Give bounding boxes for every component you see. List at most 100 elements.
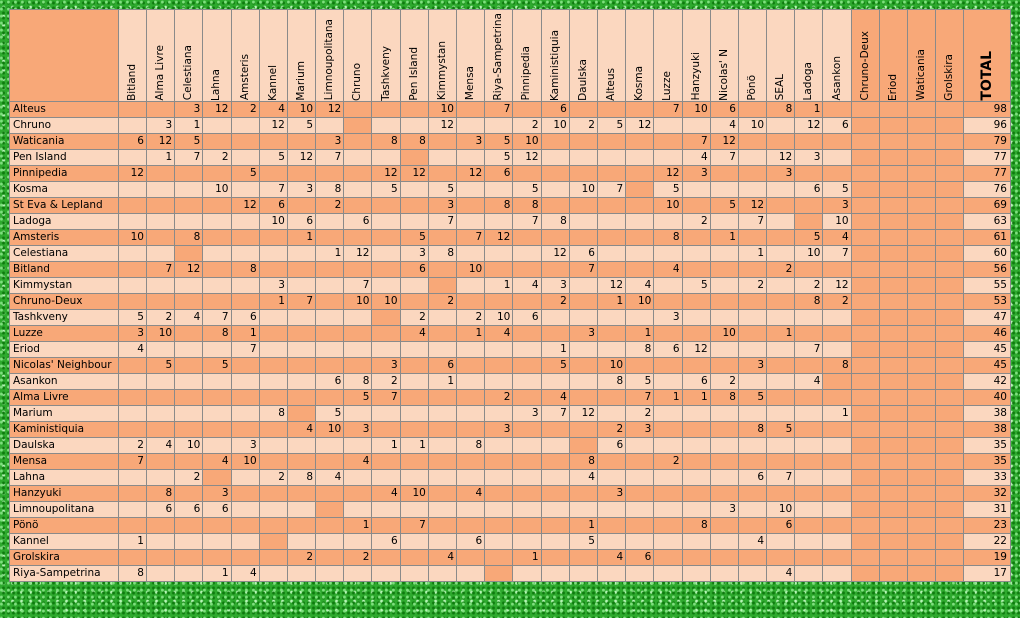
score-cell: [174, 212, 204, 230]
score-cell: [540, 420, 570, 438]
score-cell: 2: [709, 372, 739, 390]
score-cell: [117, 244, 147, 262]
column-header: Alteus: [596, 9, 627, 102]
score-cell: [145, 516, 176, 534]
score-cell: 6: [653, 340, 683, 358]
score-cell: [878, 404, 909, 422]
score-cell: [258, 308, 288, 326]
total-header: TOTAL: [963, 9, 1011, 102]
score-cell: 8: [399, 132, 429, 150]
score-cell: [737, 436, 768, 454]
score-cell: 7: [766, 468, 796, 486]
score-cell: 4: [540, 388, 570, 406]
score-cell: [625, 532, 655, 550]
country-name: Pen Island: [9, 148, 119, 166]
score-cell: 2: [230, 100, 260, 118]
score-cell: [709, 356, 739, 374]
score-cell: 7: [202, 308, 232, 326]
score-cell: [174, 388, 204, 406]
column-header: Kannel: [258, 9, 288, 102]
score-cell: [343, 484, 373, 502]
score-cell: [850, 164, 880, 182]
score-cell: [596, 196, 627, 214]
score-cell: [878, 308, 909, 326]
score-cell: 7: [315, 148, 345, 166]
score-cell: [540, 564, 570, 582]
score-cell: [850, 340, 880, 358]
score-cell: [568, 484, 598, 502]
score-cell: [230, 372, 260, 390]
score-cell: [568, 164, 598, 182]
score-cell: [737, 100, 768, 118]
total-cell: 45: [963, 356, 1011, 374]
score-cell: 7: [343, 276, 373, 294]
score-cell: [343, 468, 373, 486]
score-cell: [681, 308, 711, 326]
score-cell: [878, 164, 909, 182]
score-cell: 10: [568, 180, 598, 198]
score-cell: [455, 420, 486, 438]
total-cell: 77: [963, 148, 1011, 166]
score-cell: [681, 484, 711, 502]
total-cell: 46: [963, 324, 1011, 342]
score-cell: 4: [455, 484, 486, 502]
column-header-label: Grolskira: [943, 53, 956, 101]
score-cell: 6: [371, 532, 401, 550]
country-name: Marium: [9, 404, 119, 422]
score-cell: 2: [737, 276, 768, 294]
score-cell: [878, 180, 909, 198]
score-cell: 8: [427, 244, 458, 262]
score-cell: [117, 292, 147, 310]
score-cell: [794, 532, 824, 550]
score-cell: [822, 100, 852, 118]
score-cell: [878, 484, 909, 502]
score-cell: [935, 484, 965, 502]
score-cell: [850, 420, 880, 438]
score-cell: 7: [625, 388, 655, 406]
score-cell: 12: [822, 276, 852, 294]
column-header-label: Chruno: [351, 62, 364, 101]
score-cell: [822, 500, 852, 518]
score-cell: [906, 212, 937, 230]
total-cell: 61: [963, 228, 1011, 246]
score-cell: [174, 276, 204, 294]
score-cell: [117, 100, 147, 118]
score-cell: [174, 180, 204, 198]
score-cell: 1: [117, 532, 147, 550]
score-cell: [653, 132, 683, 150]
score-cell: 10: [230, 452, 260, 470]
score-cell: [399, 292, 429, 310]
total-cell: 23: [963, 516, 1011, 534]
column-header: Tashkveny: [371, 9, 401, 102]
score-cell: [935, 468, 965, 486]
score-cell: [117, 388, 147, 406]
score-cell: [596, 212, 627, 230]
score-cell: [117, 356, 147, 374]
score-cell: [878, 388, 909, 406]
score-cell: [371, 196, 401, 214]
score-cell: [455, 500, 486, 518]
score-cell: 2: [258, 468, 288, 486]
score-cell: 5: [343, 388, 373, 406]
score-cell: [906, 244, 937, 262]
country-name: Amsteris: [9, 228, 119, 246]
score-cell: [540, 548, 570, 566]
score-cell: 12: [427, 116, 458, 134]
score-cell: 10: [174, 436, 204, 454]
column-header: Lahna: [202, 9, 232, 102]
score-cell: [484, 532, 514, 550]
score-cell: 6: [174, 500, 204, 518]
score-cell: [822, 164, 852, 182]
column-header: Pen Island: [399, 9, 429, 102]
score-cell: 8: [681, 516, 711, 534]
score-cell: 4: [794, 372, 824, 390]
score-cell: [709, 548, 739, 566]
score-cell: [117, 212, 147, 230]
score-cell: [484, 564, 514, 582]
score-cell: [512, 388, 542, 406]
score-cell: 5: [737, 388, 768, 406]
score-cell: 7: [596, 180, 627, 198]
score-cell: 12: [794, 116, 824, 134]
score-cell: 2: [568, 116, 598, 134]
score-cell: [906, 516, 937, 534]
